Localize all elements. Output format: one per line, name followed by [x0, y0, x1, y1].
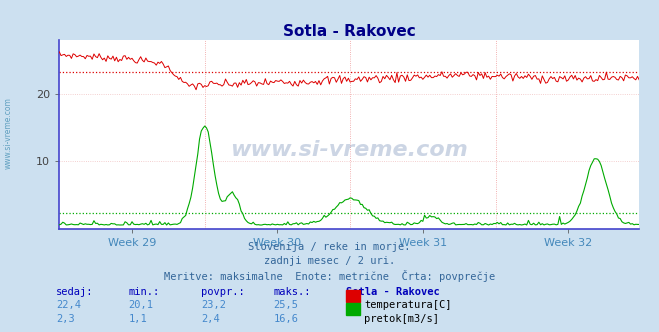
- Text: min.:: min.:: [129, 287, 159, 297]
- Text: 2,3: 2,3: [56, 314, 74, 324]
- Text: 22,4: 22,4: [56, 300, 81, 310]
- Text: 2,4: 2,4: [201, 314, 219, 324]
- Text: sedaj:: sedaj:: [56, 287, 94, 297]
- Text: www.si-vreme.com: www.si-vreme.com: [231, 139, 468, 160]
- Text: Slovenija / reke in morje.: Slovenija / reke in morje.: [248, 242, 411, 252]
- Text: pretok[m3/s]: pretok[m3/s]: [364, 314, 440, 324]
- Text: www.si-vreme.com: www.si-vreme.com: [3, 97, 13, 169]
- Text: povpr.:: povpr.:: [201, 287, 244, 297]
- Text: Meritve: maksimalne  Enote: metrične  Črta: povprečje: Meritve: maksimalne Enote: metrične Črta…: [164, 270, 495, 282]
- Text: Sotla - Rakovec: Sotla - Rakovec: [346, 287, 440, 297]
- Text: 23,2: 23,2: [201, 300, 226, 310]
- Text: zadnji mesec / 2 uri.: zadnji mesec / 2 uri.: [264, 256, 395, 266]
- Text: maks.:: maks.:: [273, 287, 311, 297]
- Text: 16,6: 16,6: [273, 314, 299, 324]
- Text: 25,5: 25,5: [273, 300, 299, 310]
- Text: 1,1: 1,1: [129, 314, 147, 324]
- Title: Sotla - Rakovec: Sotla - Rakovec: [283, 24, 416, 39]
- Text: 20,1: 20,1: [129, 300, 154, 310]
- Text: temperatura[C]: temperatura[C]: [364, 300, 452, 310]
